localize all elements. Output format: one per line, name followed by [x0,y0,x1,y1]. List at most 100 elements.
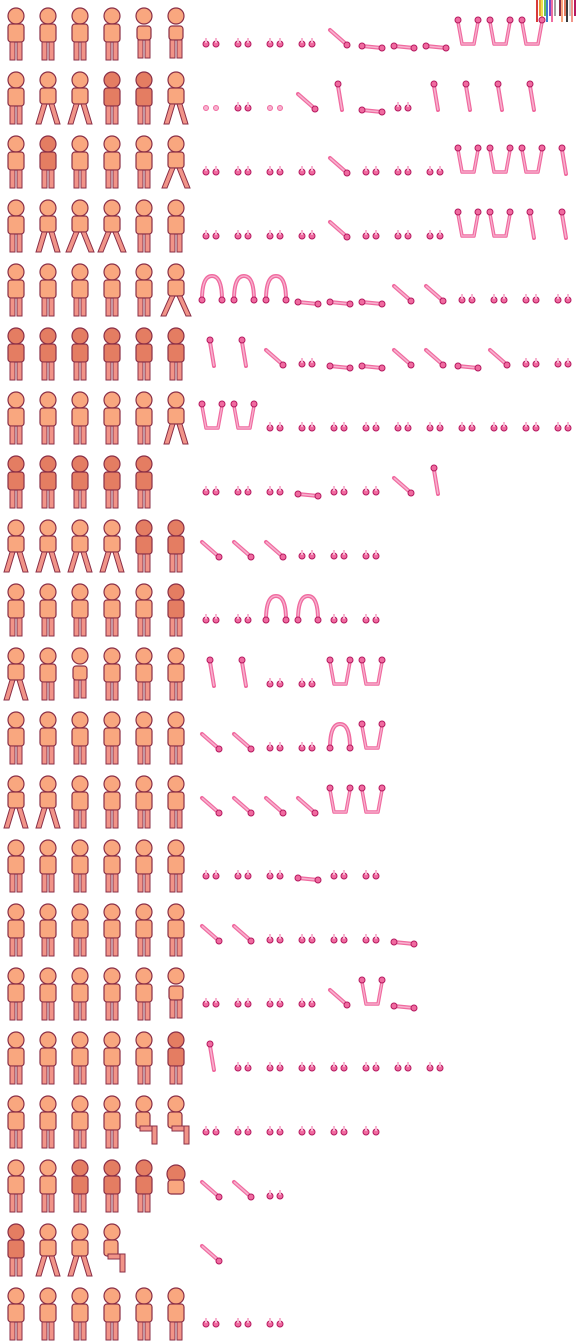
part-sprite-hand [356,832,388,896]
part-sprite-hand [260,704,292,768]
part-sprite-hand [228,64,260,128]
part-sprite-arms-flat [324,256,356,320]
part-sprite-hand [516,384,548,448]
part-sprite-arms-flat [452,320,484,384]
body-sprite-front [64,960,96,1024]
palette-color [571,0,573,22]
part-sprite-arm-up [420,448,452,512]
part-sprite-hand [228,832,260,896]
body-sprite-head [160,1152,192,1216]
body-sprite-front [0,0,32,64]
part-sprite-hand [452,384,484,448]
part-sprite-hand [260,0,292,64]
body-sprite-walk [160,384,192,448]
body-sprite-front [0,832,32,896]
part-sprite-hand [292,1024,324,1088]
part-sprite-hoop [324,704,356,768]
sprite-row [0,128,576,192]
part-sprite-arm-diag [324,960,356,1024]
body-sprite-front [96,128,128,192]
part-sprite-arms-up [452,0,484,64]
sprite-row [0,704,576,768]
body-sprite-front [96,640,128,704]
sprite-row [0,1024,576,1088]
part-sprite-hand [292,320,324,384]
part-sprite-hand [196,1280,228,1344]
palette-color [536,0,538,22]
body-sprite-front [128,576,160,640]
part-sprite-hand [292,0,324,64]
part-sprite-hand [548,256,576,320]
palette-color [563,0,566,16]
body-sprite-front [96,1088,128,1152]
part-sprite-hand [292,896,324,960]
body-sprite-front [0,1280,32,1344]
body-sprite-front [0,960,32,1024]
sprite-row [0,896,576,960]
body-sprite-front [96,960,128,1024]
body-sprite-walk [64,512,96,576]
sprite-row [0,384,576,448]
part-sprite-hand [324,896,356,960]
body-sprite-front [128,1280,160,1344]
palette-color [558,0,561,16]
body-sprite-front [96,896,128,960]
palette-color [546,0,548,22]
part-sprite-arm-up [196,320,228,384]
part-sprite-arms-up [356,640,388,704]
body-sprite-front [96,0,128,64]
part-sprite-arm-diag [292,64,324,128]
part-sprite-arms-up [484,128,516,192]
part-sprite-hand [484,384,516,448]
part-sprite-arms-flat [356,320,388,384]
part-sprite-arms-up [324,640,356,704]
body-sprite-front [32,640,64,704]
part-sprite-arm-diag [228,1152,260,1216]
part-sprite-arm-diag [196,768,228,832]
part-sprite-arm-diag [388,448,420,512]
body-sprite-side [160,1024,192,1088]
sprite-row [0,0,576,64]
body-sprite-front [0,64,32,128]
part-sprite-hand [484,256,516,320]
body-sprite-side [96,320,128,384]
part-sprite-arms-flat [356,0,388,64]
body-sprite-side [160,512,192,576]
sprite-row [0,192,576,256]
body-sprite-front [64,832,96,896]
part-sprite-arm-up [228,320,260,384]
part-sprite-hand [292,192,324,256]
part-sprite-arms-flat [292,832,324,896]
part-sprite-arms-up [452,192,484,256]
body-sprite-side [128,448,160,512]
part-sprite-hand [324,448,356,512]
body-sprite-front [0,576,32,640]
part-sprite-arm-up [196,640,228,704]
body-sprite-side [96,1152,128,1216]
part-sprite-hand [260,1088,292,1152]
sprite-row [0,320,576,384]
body-sprite-sit [160,1088,192,1152]
body-sprite-front [64,0,96,64]
body-sprite-front-small [160,0,192,64]
body-sprite-side [128,320,160,384]
part-sprite-arms-up [516,0,548,64]
part-sprite-hand [228,0,260,64]
body-sprite-walk [32,1216,64,1280]
part-sprite-hand [388,1024,420,1088]
part-sprite-hand [292,128,324,192]
body-sprite-walk [32,192,64,256]
part-sprite-hand [292,384,324,448]
part-sprite-hand [388,64,420,128]
body-sprite-front [32,384,64,448]
part-sprite-hand-faint [260,64,292,128]
part-sprite-hand [260,896,292,960]
part-sprite-hand [452,256,484,320]
body-sprite-front [160,768,192,832]
body-sprite-front [96,384,128,448]
part-sprite-hand [356,512,388,576]
part-sprite-hoop [196,256,228,320]
sprite-row [0,1280,576,1344]
body-sprite-front [32,1280,64,1344]
